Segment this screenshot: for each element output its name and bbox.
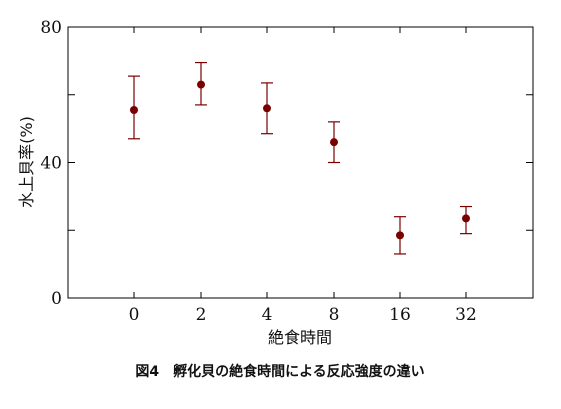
- data-point: [462, 214, 470, 223]
- x-tick-labels: 0 2 4 8 16 32: [129, 305, 477, 325]
- data-point: [396, 231, 404, 240]
- y-tick-label: 0: [51, 289, 62, 309]
- y-axis-label: 水上貝率(%): [17, 116, 36, 208]
- y-tick-label: 80: [40, 18, 62, 38]
- tick-marks: [68, 26, 533, 299]
- x-tick-label: 16: [389, 305, 411, 325]
- y-tick-label: 40: [40, 154, 62, 174]
- data-points: [130, 80, 470, 240]
- data-point: [330, 138, 338, 147]
- x-tick-label: 0: [129, 305, 140, 325]
- data-point: [130, 105, 138, 114]
- x-axis-label: 絶食時間: [268, 328, 332, 347]
- x-tick-label: 2: [196, 305, 207, 325]
- data-point: [197, 80, 205, 89]
- figure-caption: 図4 孵化貝の絶食時間による反応強度の違い: [135, 363, 424, 380]
- x-tick-label: 8: [329, 305, 340, 325]
- x-tick-label: 4: [262, 305, 273, 325]
- x-tick-label: 32: [455, 305, 477, 325]
- y-tick-labels: 0 40 80: [40, 18, 62, 309]
- data-point: [263, 104, 271, 113]
- plot-frame: [67, 26, 534, 299]
- error-bars: [128, 61, 472, 255]
